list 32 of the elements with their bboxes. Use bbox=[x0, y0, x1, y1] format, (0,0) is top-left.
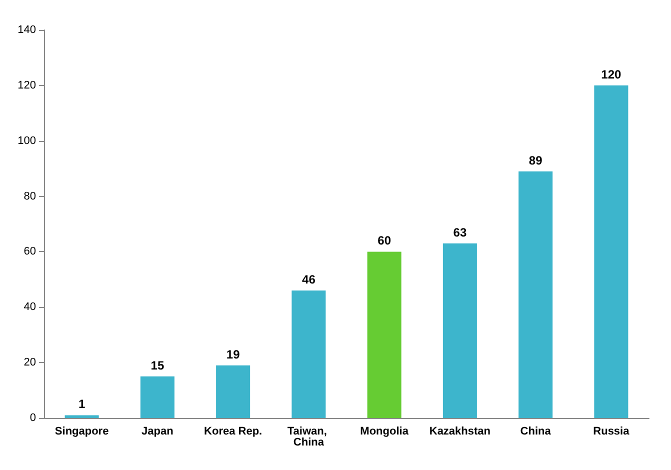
bar bbox=[64, 415, 99, 418]
x-tick-label: Singapore bbox=[54, 426, 109, 438]
y-tick-label: 120 bbox=[18, 79, 36, 92]
data-label: 63 bbox=[453, 225, 467, 240]
y-tick-label: 20 bbox=[24, 356, 36, 369]
data-label: 15 bbox=[150, 358, 164, 372]
data-label: 19 bbox=[226, 347, 240, 362]
y-tick-label: 60 bbox=[24, 246, 36, 258]
y-tick-label: 100 bbox=[18, 134, 36, 147]
data-label: 60 bbox=[378, 234, 392, 248]
bar bbox=[140, 376, 174, 418]
data-label: 89 bbox=[528, 153, 543, 168]
y-tick-label: 0 bbox=[30, 412, 36, 424]
bar bbox=[442, 243, 477, 418]
x-tick-label: Taiwan, China bbox=[287, 426, 330, 448]
x-tick-label: Mongolia bbox=[360, 426, 410, 438]
data-label: 120 bbox=[601, 67, 622, 82]
x-tick-label: China bbox=[520, 426, 552, 438]
y-tick-label: 80 bbox=[24, 190, 36, 202]
y-tick-label: 40 bbox=[24, 301, 36, 314]
y-tick-label: 140 bbox=[18, 24, 36, 36]
x-tick-label: Kazakhstan bbox=[429, 426, 491, 438]
bar bbox=[518, 171, 553, 418]
bar bbox=[216, 365, 250, 418]
bar bbox=[292, 290, 326, 418]
data-label: 1 bbox=[78, 397, 86, 412]
data-label: 46 bbox=[302, 272, 316, 287]
x-tick-label: Korea Rep. bbox=[204, 426, 262, 438]
x-tick-label: Japan bbox=[142, 426, 174, 438]
x-tick-label: Russia bbox=[593, 426, 630, 438]
bar bbox=[367, 252, 402, 418]
bar bbox=[594, 85, 628, 418]
